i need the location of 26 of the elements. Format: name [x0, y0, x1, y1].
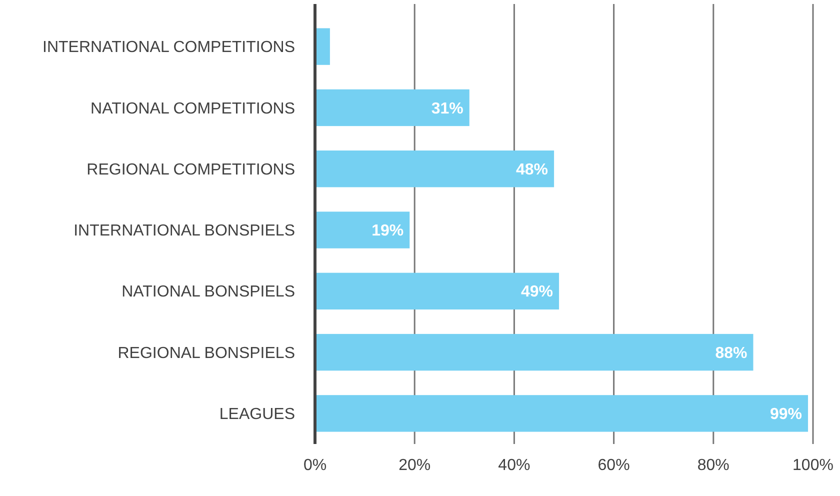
x-tick-label: 80%	[697, 457, 730, 474]
y-tick-label: NATIONAL COMPETITIONS	[90, 100, 295, 118]
bar	[315, 212, 410, 248]
y-tick-label: INTERNATIONAL BONSPIELS	[74, 222, 295, 240]
y-tick-label: INTERNATIONAL COMPETITIONS	[42, 39, 295, 56]
x-tick-label: 40%	[498, 457, 530, 474]
y-tick-label: LEAGUES	[219, 406, 295, 424]
x-tick-label: 60%	[598, 457, 630, 474]
data-label: 49%	[520, 284, 554, 301]
bar	[315, 334, 754, 371]
data-label: 88%	[715, 344, 748, 362]
bar	[315, 28, 330, 65]
bar	[315, 272, 560, 310]
x-tick-label: 100%	[792, 457, 834, 474]
data-label: 48%	[516, 161, 548, 178]
data-label: 19%	[372, 222, 404, 240]
y-tick-label: REGIONAL BONSPIELS	[118, 344, 295, 362]
bar	[315, 150, 554, 188]
y-tick-label: REGIONAL COMPETITIONS	[86, 161, 295, 178]
data-label: 99%	[770, 406, 802, 424]
y-tick-label: NATIONAL BONSPIELS	[122, 284, 295, 301]
x-tick-label: 0%	[303, 457, 327, 474]
bar	[315, 395, 808, 432]
x-tick-label: 20%	[398, 457, 431, 474]
bar	[315, 89, 470, 126]
data-label: 31%	[431, 100, 464, 118]
